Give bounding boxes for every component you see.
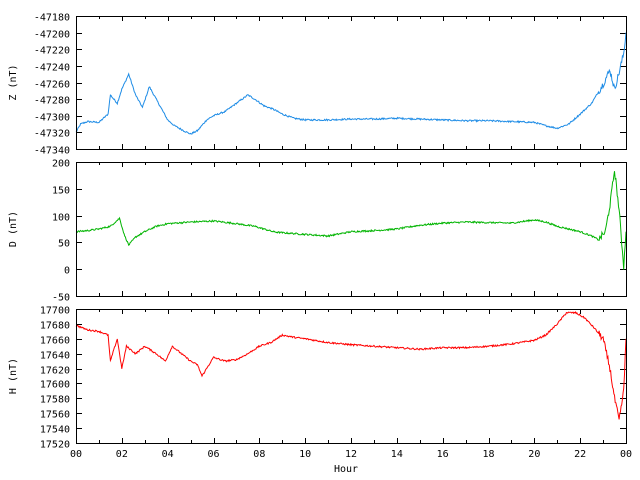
y-tick-label-d: 150 xyxy=(52,186,70,197)
x-tick-label: 18 xyxy=(482,449,494,460)
x-tick-label: 10 xyxy=(299,449,311,460)
x-tick-label: 08 xyxy=(253,449,265,460)
panel-d: -50 0 50 100 150 200 D (nT) xyxy=(8,159,627,304)
x-tick-label: 20 xyxy=(528,449,540,460)
y-tick-label-z: -47200 xyxy=(34,30,70,41)
panel-z: -47340 -47320 -47300 -47280 -47260 -47240 -472… xyxy=(8,13,627,157)
y-tick-label-d: -50 xyxy=(52,293,70,304)
x-tick-label: 22 xyxy=(574,449,586,460)
y-tick-label-z: -47340 xyxy=(34,146,70,157)
y-tick-label-h: 17520 xyxy=(40,440,70,451)
y-tick-label-h: 17540 xyxy=(40,425,70,436)
y-tick-label-h: 17660 xyxy=(40,336,70,347)
y-tick-label-z: -47180 xyxy=(34,13,70,24)
x-tick-label: 12 xyxy=(345,449,357,460)
y-tick-label-d: 0 xyxy=(64,266,70,277)
y-tick-label-z: -47300 xyxy=(34,113,70,124)
y-tick-label-z: -47240 xyxy=(34,63,70,74)
y-tick-label-d: 50 xyxy=(58,239,70,250)
y-tick-label-h: 17620 xyxy=(40,366,70,377)
series-line-h xyxy=(75,310,627,420)
plot-frame-d xyxy=(76,162,627,297)
y-tick-label-h: 17560 xyxy=(40,410,70,421)
y-tick-label-z: -47280 xyxy=(34,96,70,107)
y-tick-label-h: 17580 xyxy=(40,395,70,406)
series-line-z xyxy=(75,32,627,135)
y-axis-label-d: D (nT) xyxy=(8,211,19,247)
x-tick-label: 16 xyxy=(437,449,449,460)
y-axis-label-h: H (nT) xyxy=(8,358,19,394)
panel-h: 17520 17540 17560 17580 17600 17620 17640 17660… xyxy=(8,306,632,476)
y-tick-label-h: 17680 xyxy=(40,321,70,332)
x-tick-label: 04 xyxy=(162,449,174,460)
x-axis-label: Hour xyxy=(334,464,358,475)
x-tick-label: 02 xyxy=(116,449,128,460)
x-tick-label: 00 xyxy=(70,449,82,460)
y-tick-label-d: 100 xyxy=(52,213,70,224)
plot-frame-h xyxy=(76,309,627,444)
y-tick-label-h: 17600 xyxy=(40,380,70,391)
y-tick-label-h: 17700 xyxy=(40,306,70,317)
y-tick-label-z: -47260 xyxy=(34,80,70,91)
y-tick-label-d: 200 xyxy=(52,159,70,170)
plot-frame-z xyxy=(76,16,627,150)
y-tick-label-z: -47320 xyxy=(34,129,70,140)
y-tick-label-h: 17640 xyxy=(40,351,70,362)
y-axis-label-z: Z (nT) xyxy=(8,64,19,100)
series-line-d xyxy=(75,171,627,270)
x-tick-label: 06 xyxy=(207,449,219,460)
x-tick-label: 00 xyxy=(620,449,632,460)
x-tick-label: 14 xyxy=(391,449,403,460)
y-tick-label-z: -47220 xyxy=(34,46,70,57)
